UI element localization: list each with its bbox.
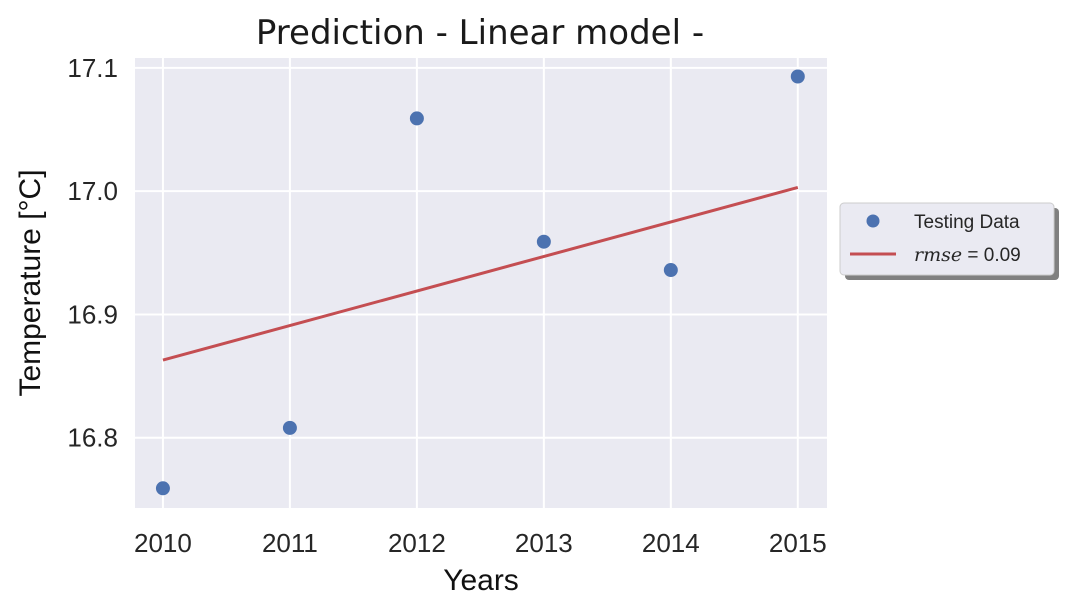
- x-tick-label: 2015: [769, 528, 827, 558]
- legend: Testing Data rmse = 0.09: [839, 202, 1059, 280]
- y-tick-label: 17.1: [67, 53, 118, 83]
- legend-box: [839, 202, 1055, 276]
- legend-label-testing-data: Testing Data: [914, 212, 1020, 233]
- y-tick-label: 16.8: [67, 423, 118, 453]
- x-tick-label: 2014: [642, 528, 700, 558]
- legend-marker-testing-data: [866, 214, 880, 228]
- data-point: [663, 263, 678, 278]
- x-tick-label: 2012: [388, 528, 446, 558]
- data-point: [409, 111, 424, 126]
- data-point: [536, 234, 551, 249]
- legend-rmse-italic: rmse: [914, 244, 962, 266]
- x-tick-label: 2011: [262, 528, 318, 558]
- y-tick-label: 16.9: [67, 299, 118, 329]
- series-line-rmse: [162, 186, 799, 362]
- legend-rmse-value: = 0.09: [962, 245, 1021, 266]
- x-tick-label: 2010: [134, 528, 192, 558]
- line-series-layer: [162, 186, 799, 362]
- data-point: [282, 420, 297, 435]
- x-tick-label: 2013: [515, 528, 573, 558]
- data-point: [790, 69, 805, 84]
- x-tick-labels: 2010 2011 2012 2013 2014 2015: [134, 528, 827, 558]
- chart-title: Prediction - Linear model -: [256, 13, 704, 53]
- data-point: [155, 481, 170, 496]
- y-axis-label: Temperature [°C]: [14, 169, 47, 396]
- grid: [135, 58, 827, 508]
- plot-area: [135, 58, 827, 508]
- points-series-layer: [155, 69, 805, 496]
- y-tick-labels: 16.8 16.9 17.0 17.1: [67, 53, 118, 453]
- legend-label-rmse: rmse = 0.09: [914, 244, 1021, 266]
- y-tick-label: 17.0: [67, 176, 118, 206]
- x-axis-label: Years: [443, 564, 519, 597]
